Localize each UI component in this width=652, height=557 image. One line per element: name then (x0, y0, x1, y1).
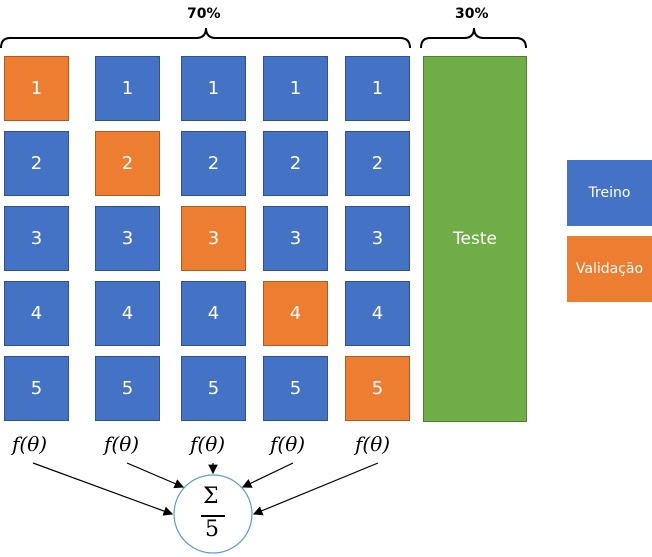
fold-3-cell-4-train: 4 (181, 281, 246, 346)
fold-1-cell-1-validation: 1 (4, 56, 69, 121)
fold-3-cell-1-train: 1 (181, 56, 246, 121)
fold-1-cell-2-train: 2 (4, 131, 69, 196)
fold-2-cell-2-validation: 2 (95, 131, 160, 196)
fold-1-cell-5-train: 5 (4, 356, 69, 421)
fold-5-cell-4-train: 4 (345, 281, 410, 346)
fold-5-cell-2-train: 2 (345, 131, 410, 196)
legend-train: Treino (567, 160, 652, 226)
fold-5-cell-3-train: 3 (345, 206, 410, 271)
train-bracket (0, 27, 411, 49)
fold-5-cell-1-train: 1 (345, 56, 410, 121)
fold-2-cell-4-train: 4 (95, 281, 160, 346)
train-percent-label: 70% (187, 6, 221, 22)
fold-1-cell-3-train: 3 (4, 206, 69, 271)
fold-2-cell-1-train: 1 (95, 56, 160, 121)
arrow-fold-2 (126, 462, 185, 489)
fold-4-output: f(θ) (270, 432, 306, 456)
fold-3-cell-3-validation: 3 (181, 206, 246, 271)
sum-symbol: Σ (203, 484, 219, 509)
fold-3-output: f(θ) (190, 432, 226, 456)
divisor: 5 (205, 517, 219, 542)
fold-1-output: f(θ) (12, 432, 48, 456)
fold-2-output: f(θ) (104, 432, 140, 456)
aggregation-circle (173, 474, 253, 554)
fold-2-cell-3-train: 3 (95, 206, 160, 271)
legend-validation: Validação (567, 236, 652, 302)
fold-3-cell-5-train: 5 (181, 356, 246, 421)
fold-5-output: f(θ) (355, 432, 391, 456)
fraction-bar (201, 515, 225, 517)
fold-4-cell-3-train: 3 (263, 206, 328, 271)
fold-5-cell-5-validation: 5 (345, 356, 410, 421)
test-block: Teste (423, 56, 527, 422)
arrow-fold-5 (252, 462, 379, 516)
fold-4-cell-5-train: 5 (263, 356, 328, 421)
fold-3-cell-2-train: 2 (181, 131, 246, 196)
fold-4-cell-2-train: 2 (263, 131, 328, 196)
fold-2-cell-5-train: 5 (95, 356, 160, 421)
arrow-fold-1 (32, 462, 174, 516)
test-percent-label: 30% (455, 6, 489, 22)
arrow-fold-4 (241, 462, 294, 488)
fold-4-cell-1-train: 1 (263, 56, 328, 121)
test-bracket (420, 27, 527, 49)
fold-1-cell-4-train: 4 (4, 281, 69, 346)
fold-4-cell-4-validation: 4 (263, 281, 328, 346)
